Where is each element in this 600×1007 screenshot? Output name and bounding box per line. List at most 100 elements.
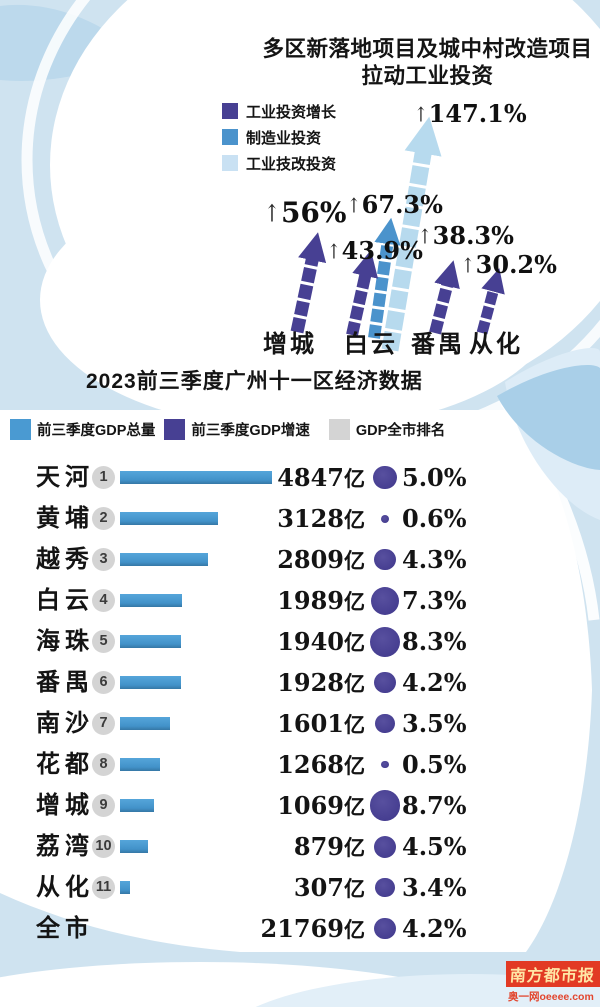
table-row: 黄埔 2 3128亿 0.6% [0, 498, 600, 539]
logo-red-box: 南方都市报 [506, 961, 600, 987]
axis-label-baiyun: 白云 [344, 331, 398, 358]
up-arrow-icon: ↑ [461, 254, 475, 278]
growth-circle [371, 586, 400, 615]
gdp-number: 3128 [277, 504, 344, 533]
gdp-number: 1069 [277, 791, 344, 820]
legend-item-gdp-rank: GDP全市排名 [328, 419, 446, 440]
growth-value: 5.0% [402, 463, 467, 492]
gdp-bar [120, 840, 148, 853]
table-row: 天河 1 4847亿 5.0% [0, 457, 600, 498]
bottom-chart-title: 2023前三季度广州十一区经济数据 [86, 370, 423, 393]
growth-circle [374, 835, 397, 858]
gdp-value: 1268亿 [185, 744, 365, 789]
district-label: 从化 [36, 874, 94, 901]
axis-label-zengcheng: 增城 [263, 331, 317, 358]
growth-value: 0.5% [402, 750, 467, 779]
growth-value: 7.3% [402, 586, 467, 615]
legend-label: 前三季度GDP增速 [191, 423, 310, 439]
gdp-unit: 亿 [344, 468, 365, 491]
gdp-unit: 亿 [344, 919, 365, 942]
gdp-number: 1928 [277, 668, 344, 697]
district-label: 越秀 [36, 546, 94, 573]
growth-circle [373, 465, 397, 490]
gdp-bar [120, 512, 218, 525]
gdp-number: 1989 [277, 586, 344, 615]
legend-swatch-blue [222, 129, 238, 145]
growth-label-zengcheng: ↑56% [264, 196, 347, 229]
legend-item-gdp-growth: 前三季度GDP增速 [164, 419, 310, 440]
gdp-number: 879 [293, 832, 344, 861]
district-label: 黄埔 [36, 505, 94, 532]
legend-label: GDP全市排名 [355, 423, 446, 439]
table-row: 越秀 3 2809亿 4.3% [0, 539, 600, 580]
rank-badge: 5 [92, 630, 115, 653]
rank-badge: 11 [92, 876, 115, 899]
top-chart-title-line2: 拉动工业投资 [361, 63, 494, 88]
gdp-rows: 天河 1 4847亿 5.0% 黄埔 2 3128亿 0.6% 越秀 3 280… [0, 457, 600, 949]
gdp-value: 307亿 [185, 867, 365, 912]
table-row: 增城 9 1069亿 8.7% [0, 785, 600, 826]
gdp-value: 1601亿 [185, 703, 365, 748]
growth-label-panyu: ↑38.3% [418, 221, 514, 250]
growth-value: 3.4% [402, 873, 467, 902]
legend-label: 前三季度GDP总量 [37, 423, 156, 439]
gdp-unit: 亿 [344, 550, 365, 573]
rank-badge: 4 [92, 589, 115, 612]
rank-badge: 2 [92, 507, 115, 530]
top-chart-legend: 工业投资增长 制造业投资 工业技改投资 [222, 102, 337, 173]
growth-value: 67.3% [361, 190, 443, 219]
publisher-logo: 南方都市报 奥一网oeeee.com [506, 961, 600, 1004]
gdp-number: 4847 [277, 463, 344, 492]
growth-value: 3.5% [402, 709, 467, 738]
growth-value: 4.2% [402, 914, 467, 943]
axis-label-conghua: 从化 [469, 331, 523, 358]
gdp-number: 1601 [277, 709, 344, 738]
growth-label-baiyun-manufacturing: ↑67.3% [347, 190, 443, 219]
gdp-number: 2809 [277, 545, 344, 574]
gdp-unit: 亿 [344, 837, 365, 860]
gdp-number: 307 [293, 873, 344, 902]
top-chart-title: 多区新落地项目及城中村改造项目 拉动工业投资 [250, 36, 600, 90]
district-label: 南沙 [36, 710, 94, 737]
legend-swatch-purple [164, 419, 186, 440]
table-row: 番禺 6 1928亿 4.2% [0, 662, 600, 703]
growth-value: 30.2% [475, 250, 557, 279]
rank-badge: 7 [92, 712, 115, 735]
gdp-number: 1940 [277, 627, 344, 656]
growth-circle [374, 917, 396, 940]
rank-badge: 1 [92, 466, 115, 489]
legend-item-technical-upgrade-investment: 工业技改投资 [222, 154, 337, 173]
growth-circle [375, 713, 395, 734]
district-label: 全市 [36, 915, 94, 942]
growth-circle [374, 671, 396, 694]
axis-label-panyu: 番禺 [411, 331, 465, 358]
gdp-value: 1928亿 [185, 662, 365, 707]
legend-swatch-lightblue [222, 155, 238, 171]
district-label: 天河 [36, 464, 94, 491]
gdp-bar [120, 799, 154, 812]
rank-badge: 8 [92, 753, 115, 776]
gdp-unit: 亿 [344, 878, 365, 901]
gdp-value: 1989亿 [185, 580, 365, 625]
growth-circle [381, 760, 389, 769]
legend-item-gdp-total: 前三季度GDP总量 [10, 419, 155, 440]
rank-badge: 6 [92, 671, 115, 694]
newspaper-name: 南方都市报 [509, 968, 596, 985]
legend-label: 工业技改投资 [246, 155, 337, 173]
up-arrow-icon: ↑ [347, 194, 361, 218]
gdp-value: 3128亿 [185, 498, 365, 543]
growth-value: 147.1% [428, 99, 527, 128]
rank-badge: 9 [92, 794, 115, 817]
gdp-value: 1940亿 [185, 621, 365, 666]
legend-swatch-purple [222, 103, 238, 119]
gdp-bar [120, 758, 160, 771]
growth-value: 8.7% [402, 791, 467, 820]
district-label: 海珠 [36, 628, 94, 655]
rank-badge: 3 [92, 548, 115, 571]
table-row: 荔湾 10 879亿 4.5% [0, 826, 600, 867]
gdp-unit: 亿 [344, 755, 365, 778]
growth-value: 0.6% [402, 504, 467, 533]
gdp-number: 1268 [277, 750, 344, 779]
